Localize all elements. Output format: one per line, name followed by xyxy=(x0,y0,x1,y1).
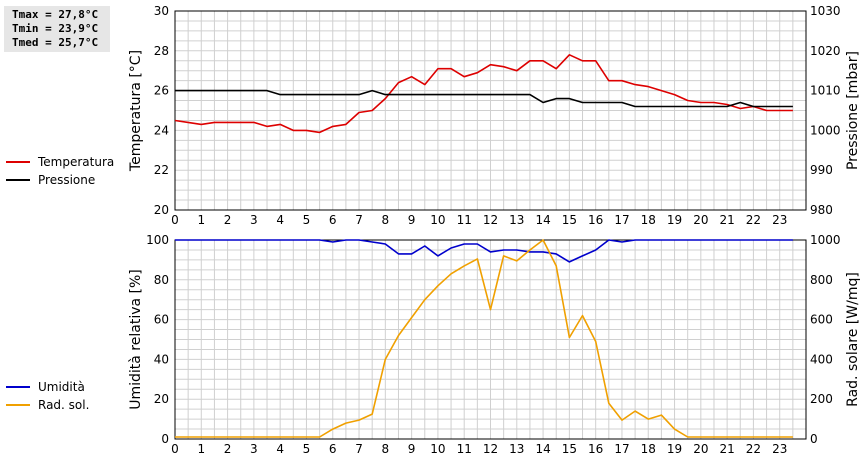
y2-tick-label: 1000 xyxy=(810,233,841,247)
x-tick-label: 3 xyxy=(250,442,258,456)
y2-axis-label: Rad. solare [W/mq] xyxy=(845,272,860,407)
plot-frame xyxy=(174,239,807,440)
y-tick-label: 28 xyxy=(154,44,169,58)
x-tick-label: 7 xyxy=(355,442,363,456)
x-tick-label: 21 xyxy=(719,442,734,456)
x-tick-label: 15 xyxy=(562,213,577,227)
y-tick-label: 60 xyxy=(154,313,169,327)
x-tick-label: 0 xyxy=(171,442,179,456)
x-tick-label: 5 xyxy=(303,442,311,456)
tmin-text: Tmin = 23,9°C xyxy=(12,22,99,35)
x-tick-label: 6 xyxy=(329,213,337,227)
x-tick-label: 19 xyxy=(667,213,682,227)
tmed-text: Tmed = 25,7°C xyxy=(12,36,99,49)
x-tick-label: 13 xyxy=(509,442,524,456)
series-line-pressione xyxy=(175,89,793,108)
y2-tick-label: 800 xyxy=(810,273,833,287)
x-tick-label: 4 xyxy=(276,442,284,456)
y-tick-label: 40 xyxy=(154,352,169,366)
x-tick-label: 4 xyxy=(276,213,284,227)
x-tick-label: 7 xyxy=(355,213,363,227)
y-tick-label: 22 xyxy=(154,163,169,177)
legend-label: Pressione xyxy=(38,173,95,187)
x-tick-label: 16 xyxy=(588,442,603,456)
x-tick-label: 22 xyxy=(746,442,761,456)
y-tick-label: 100 xyxy=(146,233,169,247)
y-tick-label: 80 xyxy=(154,273,169,287)
y2-tick-label: 1000 xyxy=(810,123,841,137)
x-tick-label: 23 xyxy=(772,213,787,227)
x-tick-label: 1 xyxy=(197,213,205,227)
x-tick-label: 23 xyxy=(772,442,787,456)
y2-tick-label: 1020 xyxy=(810,44,841,58)
x-tick-label: 2 xyxy=(224,213,232,227)
x-tick-label: 9 xyxy=(408,442,416,456)
series-line-umidit- xyxy=(175,239,793,263)
x-tick-label: 5 xyxy=(303,213,311,227)
x-tick-label: 1 xyxy=(197,442,205,456)
x-tick-label: 19 xyxy=(667,442,682,456)
y-tick-label: 20 xyxy=(154,392,169,406)
x-tick-label: 15 xyxy=(562,442,577,456)
x-tick-label: 12 xyxy=(483,442,498,456)
x-tick-label: 8 xyxy=(382,442,390,456)
x-tick-label: 17 xyxy=(614,442,629,456)
legend-label: Rad. sol. xyxy=(38,398,89,412)
y2-tick-label: 0 xyxy=(810,432,818,446)
x-tick-label: 8 xyxy=(382,213,390,227)
y-axis-label: Umidità relativa [%] xyxy=(128,269,144,410)
x-tick-label: 16 xyxy=(588,213,603,227)
x-tick-label: 10 xyxy=(430,213,445,227)
y2-tick-label: 600 xyxy=(810,313,833,327)
x-tick-label: 11 xyxy=(457,213,472,227)
x-tick-label: 13 xyxy=(509,213,524,227)
x-tick-label: 22 xyxy=(746,213,761,227)
x-tick-label: 6 xyxy=(329,442,337,456)
x-tick-label: 14 xyxy=(535,213,550,227)
x-tick-label: 2 xyxy=(224,442,232,456)
y-tick-label: 0 xyxy=(161,432,169,446)
series-line-temperatura xyxy=(174,53,793,134)
y2-tick-label: 1010 xyxy=(810,84,841,98)
y-tick-label: 24 xyxy=(154,123,169,137)
x-tick-label: 18 xyxy=(641,213,656,227)
x-tick-label: 9 xyxy=(408,213,416,227)
x-tick-label: 17 xyxy=(614,213,629,227)
y2-tick-label: 980 xyxy=(810,203,833,217)
x-tick-label: 3 xyxy=(250,213,258,227)
y2-tick-label: 400 xyxy=(810,352,833,366)
x-tick-label: 21 xyxy=(719,213,734,227)
series-line-rad-sol- xyxy=(175,239,793,438)
y-tick-label: 20 xyxy=(154,203,169,217)
x-tick-label: 11 xyxy=(457,442,472,456)
x-tick-label: 10 xyxy=(430,442,445,456)
y-tick-label: 30 xyxy=(154,4,169,18)
plot-frame xyxy=(174,10,807,211)
tmax-text: Tmax = 27,8°C xyxy=(12,8,99,21)
x-tick-label: 0 xyxy=(171,213,179,227)
x-tick-label: 12 xyxy=(483,213,498,227)
x-tick-label: 18 xyxy=(641,442,656,456)
y2-axis-label: Pressione [mbar] xyxy=(845,51,860,170)
y-tick-label: 26 xyxy=(154,84,169,98)
legend-label: Umidità xyxy=(38,380,85,394)
y2-tick-label: 200 xyxy=(810,392,833,406)
x-tick-label: 20 xyxy=(693,213,708,227)
y-axis-label: Temperatura [°C] xyxy=(128,50,144,172)
x-tick-label: 20 xyxy=(693,442,708,456)
x-tick-label: 14 xyxy=(535,442,550,456)
legend-label: Temperatura xyxy=(37,155,114,169)
y2-tick-label: 1030 xyxy=(810,4,841,18)
stats-box: Tmax = 27,8°C Tmin = 23,9°C Tmed = 25,7°… xyxy=(4,6,110,52)
y2-tick-label: 990 xyxy=(810,163,833,177)
